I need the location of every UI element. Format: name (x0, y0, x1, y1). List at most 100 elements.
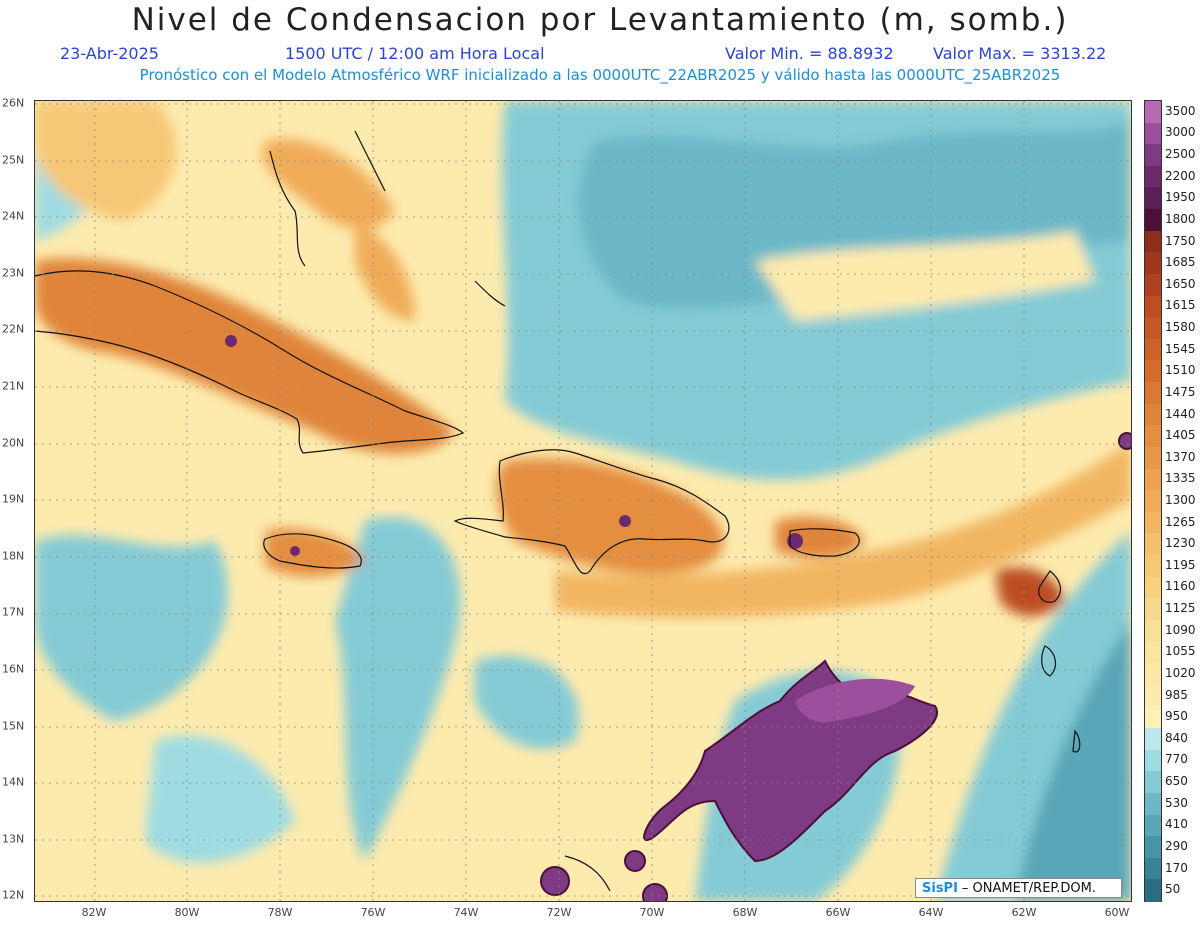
colorbar-label: 2500 (1165, 147, 1196, 162)
colorbar-label: 1160 (1165, 579, 1196, 594)
colorbar-segment (1145, 792, 1161, 816)
colorbar-segment (1145, 555, 1161, 578)
lon-label: 68W (732, 906, 758, 919)
colorbar-segment (1145, 619, 1161, 643)
colorbar-segment (1145, 879, 1161, 902)
colorbar-label: 1580 (1165, 320, 1196, 335)
colorbar-segment (1145, 252, 1161, 275)
lon-label: 78W (267, 906, 293, 919)
map-canvas (35, 101, 1131, 901)
high-lcl-region (225, 335, 1131, 901)
colorbar-label: 1370 (1165, 449, 1196, 464)
colorbar-label: 840 (1165, 730, 1188, 745)
colorbar-label: 2200 (1165, 168, 1196, 183)
colorbar-label: 530 (1165, 795, 1188, 810)
lon-label: 72W (546, 906, 572, 919)
colorbar-segment (1145, 187, 1161, 210)
colorbar-segment (1145, 338, 1161, 362)
colorbar-label: 985 (1165, 687, 1188, 702)
colorbar-segment (1145, 576, 1161, 599)
colorbar-segment (1145, 771, 1161, 794)
map-title: Nivel de Condensacion por Levantamiento … (131, 2, 1069, 38)
colorbar-label: 1950 (1165, 190, 1196, 205)
lat-label: 15N (2, 719, 25, 733)
colorbar-segment (1145, 511, 1161, 535)
lat-label: 26N (2, 96, 25, 110)
min-value: Valor Min. = 88.8932 (725, 44, 894, 63)
colorbar-label: 1440 (1165, 406, 1196, 421)
colorbar-label: 290 (1165, 838, 1188, 853)
colorbar-segment (1145, 144, 1161, 167)
lat-label: 17N (2, 605, 25, 619)
colorbar (1144, 100, 1162, 902)
lat-label: 22N (2, 322, 25, 336)
colorbar-label: 170 (1165, 860, 1188, 875)
colorbar-label: 1230 (1165, 536, 1196, 551)
lon-label: 82W (81, 906, 107, 919)
colorbar-segment (1145, 598, 1161, 621)
lon-label: 76W (360, 906, 386, 919)
colorbar-segment (1145, 273, 1161, 297)
colorbar-label: 1750 (1165, 233, 1196, 248)
colorbar-label: 3500 (1165, 103, 1196, 118)
lat-label: 24N (2, 209, 25, 223)
colorbar-segment (1145, 446, 1161, 470)
model-subtitle: Pronóstico con el Modelo Atmosférico WRF… (139, 66, 1061, 84)
colorbar-segment (1145, 490, 1161, 513)
colorbar-label: 1020 (1165, 665, 1196, 680)
lat-label: 21N (2, 379, 25, 393)
lcl-map (34, 100, 1132, 902)
colorbar-label: 1685 (1165, 255, 1196, 270)
colorbar-segment (1145, 857, 1161, 880)
credit-box: SisPI – ONAMET/REP.DOM. (915, 878, 1122, 898)
lat-label: 20N (2, 436, 25, 450)
colorbar-label: 1510 (1165, 363, 1196, 378)
colorbar-label: 3000 (1165, 125, 1196, 140)
lat-label: 14N (2, 775, 25, 789)
colorbar-segment (1145, 728, 1161, 751)
colorbar-segment (1145, 684, 1161, 707)
lat-label: 13N (2, 832, 25, 846)
colorbar-segment (1145, 663, 1161, 686)
colorbar-segment (1145, 468, 1161, 491)
colorbar-label: 1335 (1165, 471, 1196, 486)
colorbar-label: 1055 (1165, 644, 1196, 659)
colorbar-label: 770 (1165, 752, 1188, 767)
coastlines (35, 130, 1081, 892)
lat-label: 12N (2, 888, 25, 902)
colorbar-label: 1300 (1165, 493, 1196, 507)
colorbar-label: 1800 (1165, 211, 1196, 226)
lon-label: 66W (825, 906, 851, 919)
colorbar-segment (1145, 641, 1161, 664)
colorbar-segment (1145, 209, 1161, 232)
colorbar-segment (1145, 317, 1161, 340)
lon-label: 70W (639, 906, 665, 919)
colorbar-segment (1145, 836, 1161, 859)
colorbar-label: 1650 (1165, 276, 1196, 291)
lat-label: 19N (2, 492, 25, 506)
graticule (35, 101, 1131, 901)
colorbar-segment (1145, 533, 1161, 556)
lon-label: 74W (453, 906, 479, 919)
colorbar-segment (1145, 425, 1161, 448)
colorbar-label: 1125 (1165, 601, 1196, 616)
credit-text: – ONAMET/REP.DOM. (961, 880, 1096, 896)
colorbar-label: 410 (1165, 817, 1188, 832)
lat-label: 18N (2, 549, 25, 563)
colorbar-segment (1145, 230, 1161, 253)
colorbar-segment (1145, 101, 1161, 124)
colorbar-segment (1145, 360, 1161, 383)
colorbar-label: 1475 (1165, 384, 1196, 399)
forecast-time: 1500 UTC / 12:00 am Hora Local (285, 44, 545, 63)
lon-label: 60W (1104, 906, 1130, 919)
colorbar-label: 1195 (1165, 557, 1196, 572)
colorbar-label: 950 (1165, 709, 1188, 724)
colorbar-label: 1090 (1165, 622, 1196, 637)
lat-label: 23N (2, 266, 25, 280)
colorbar-label: 1545 (1165, 341, 1196, 356)
lon-label: 80W (174, 906, 200, 919)
sispi-logo: SisPI (922, 880, 958, 896)
colorbar-segment (1145, 122, 1161, 145)
colorbar-segment (1145, 814, 1161, 837)
max-value: Valor Max. = 3313.22 (933, 44, 1107, 63)
